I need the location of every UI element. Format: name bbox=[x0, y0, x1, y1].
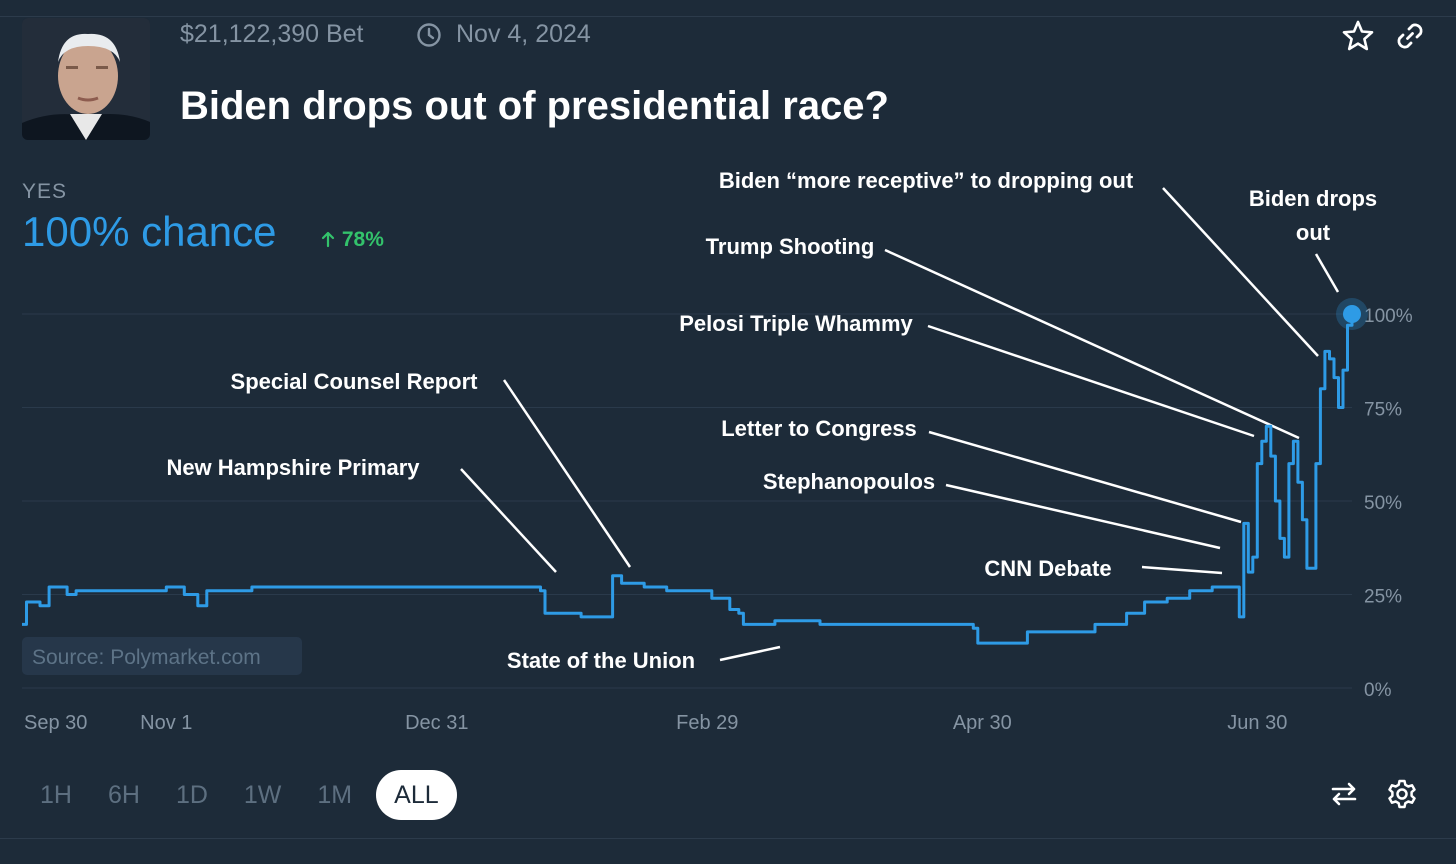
annotation-label: Special Counsel Report bbox=[231, 369, 479, 394]
annotation-pointer bbox=[719, 645, 781, 662]
y-tick-label: 25% bbox=[1364, 587, 1402, 608]
star-icon[interactable] bbox=[1340, 18, 1376, 54]
x-tick-label: Apr 30 bbox=[953, 712, 1012, 734]
range-all[interactable]: ALL bbox=[376, 770, 457, 820]
link-icon[interactable] bbox=[1392, 18, 1428, 54]
market-volume: $21,122,390 Bet bbox=[180, 20, 364, 48]
source-badge: Source: Polymarket.com bbox=[22, 637, 302, 675]
arrow-up-icon bbox=[320, 230, 336, 254]
annotation-pointer bbox=[1162, 187, 1319, 357]
annotation-pointer bbox=[502, 379, 632, 568]
y-tick-label: 50% bbox=[1364, 493, 1402, 514]
annotation-label: New Hampshire Primary bbox=[166, 455, 420, 480]
annotation-label: CNN Debate bbox=[984, 556, 1111, 581]
annotation-label: Stephanopoulos bbox=[763, 469, 935, 494]
change-value: 78% bbox=[341, 228, 384, 251]
range-6h[interactable]: 6H bbox=[107, 780, 140, 809]
x-tick-label: Dec 31 bbox=[405, 712, 468, 734]
range-1w[interactable]: 1W bbox=[243, 780, 282, 809]
range-1m[interactable]: 1M bbox=[317, 780, 353, 809]
annotation-pointer bbox=[884, 248, 1300, 440]
market-title: Biden drops out of presidential race? bbox=[180, 84, 889, 128]
annotation-pointer bbox=[927, 324, 1255, 438]
change-badge: 78% bbox=[320, 228, 384, 254]
y-tick-label: 100% bbox=[1364, 306, 1413, 327]
y-tick-label: 0% bbox=[1364, 680, 1392, 701]
range-1h[interactable]: 1H bbox=[40, 780, 72, 809]
annotation-pointer bbox=[1314, 253, 1340, 293]
x-tick-label: Feb 29 bbox=[676, 712, 738, 734]
x-tick-label: Jun 30 bbox=[1227, 712, 1287, 734]
market-end-date: Nov 4, 2024 bbox=[456, 20, 591, 48]
outcome-label: YES bbox=[22, 180, 68, 203]
annotation-pointer bbox=[928, 430, 1242, 524]
swap-icon[interactable] bbox=[1326, 776, 1362, 812]
y-tick-label: 75% bbox=[1364, 400, 1402, 421]
x-tick-label: Nov 1 bbox=[140, 712, 192, 734]
series-line-yes bbox=[22, 314, 1354, 645]
annotation-label: Biden “more receptive” to dropping out bbox=[719, 168, 1134, 193]
annotation-pointer bbox=[945, 483, 1221, 550]
annotation-label: Trump Shooting bbox=[706, 234, 875, 259]
x-tick-label: Sep 30 bbox=[24, 712, 87, 734]
annotation-pointer bbox=[460, 468, 557, 573]
annotation-label: Letter to Congress bbox=[721, 416, 917, 441]
annotation-pointer bbox=[1141, 565, 1223, 575]
market-avatar bbox=[22, 18, 150, 140]
annotation-label: State of the Union bbox=[507, 648, 695, 673]
endpoint-dot bbox=[1343, 305, 1361, 323]
annotation-label: Pelosi Triple Whammy bbox=[679, 311, 913, 336]
chance-value: 100% chance bbox=[22, 208, 277, 255]
source-text: Source: Polymarket.com bbox=[32, 646, 261, 669]
annotation-label: Biden drops out bbox=[1249, 186, 1377, 245]
range-1d[interactable]: 1D bbox=[175, 780, 208, 809]
range-tabs: 1H 6H 1D 1W 1M ALL bbox=[22, 770, 457, 820]
gear-icon[interactable] bbox=[1384, 776, 1420, 812]
clock-icon bbox=[416, 22, 442, 55]
